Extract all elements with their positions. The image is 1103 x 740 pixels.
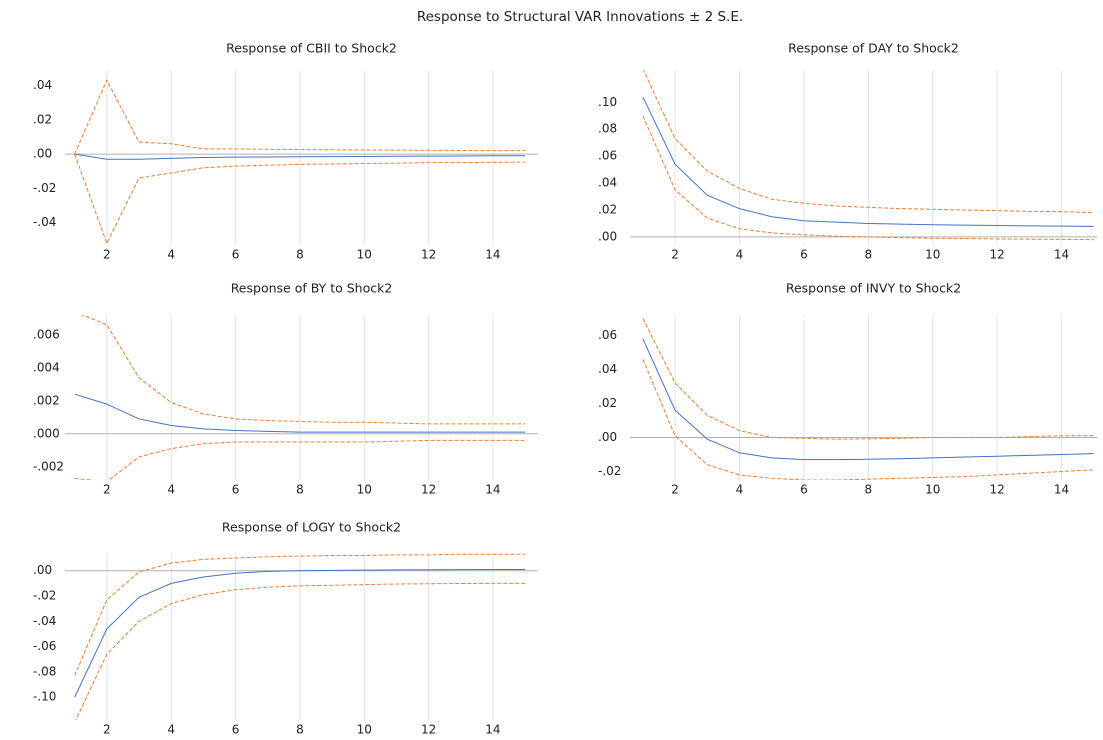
x-tick-label: 6 (800, 483, 808, 497)
x-tick-label: 12 (990, 248, 1005, 262)
band-line (642, 359, 1094, 480)
x-tick-label: 6 (232, 723, 240, 737)
response-line (74, 393, 526, 433)
y-tick-label: -.04 (33, 215, 56, 229)
y-tick-label: -.10 (33, 690, 56, 704)
x-tick-label: 4 (167, 248, 175, 262)
x-tick-label: 4 (736, 248, 744, 262)
band-line (642, 70, 1094, 214)
x-tick-label: 2 (103, 248, 111, 262)
panel-title: Response of CBII to Shock2 (226, 41, 397, 56)
x-tick-label: 8 (296, 483, 304, 497)
y-tick-label: -.002 (33, 459, 64, 473)
x-tick-label: 12 (421, 248, 436, 262)
y-tick-label: .00 (598, 430, 617, 444)
panel-title: Response of INVY to Shock2 (786, 281, 961, 296)
x-tick-label: 8 (296, 723, 304, 737)
y-tick-label: .00 (33, 147, 52, 161)
x-tick-label: 14 (485, 723, 500, 737)
y-tick-label: .02 (33, 112, 52, 126)
y-tick-label: .02 (598, 203, 617, 217)
y-tick-label: .04 (598, 362, 617, 376)
x-tick-label: 14 (1054, 483, 1069, 497)
x-tick-label: 10 (357, 483, 372, 497)
band-line (81, 315, 526, 425)
band-line (642, 318, 1094, 440)
x-tick-label: 4 (167, 483, 175, 497)
x-tick-label: 4 (167, 723, 175, 737)
y-tick-label: .002 (33, 393, 60, 407)
panel-title: Response of BY to Shock2 (231, 281, 393, 296)
response-line (642, 338, 1094, 461)
panel-title: Response of LOGY to Shock2 (222, 520, 401, 535)
panel-title: Response of DAY to Shock2 (788, 41, 959, 56)
x-tick-label: 10 (925, 483, 940, 497)
y-tick-label: -.06 (33, 639, 56, 653)
x-tick-label: 10 (925, 248, 940, 262)
x-tick-label: 14 (1054, 248, 1069, 262)
figure-title: Response to Structural VAR Innovations ±… (417, 9, 743, 25)
y-tick-label: .004 (33, 360, 60, 374)
x-tick-label: 6 (800, 248, 808, 262)
y-tick-label: .006 (33, 327, 60, 341)
y-tick-label: .08 (598, 122, 617, 136)
x-tick-label: 6 (232, 483, 240, 497)
response-line (642, 96, 1094, 227)
band-line (642, 115, 1094, 241)
y-tick-label: .00 (598, 229, 617, 243)
x-tick-label: 12 (421, 723, 436, 737)
response-line (74, 153, 526, 160)
y-tick-label: .00 (33, 563, 52, 577)
x-tick-label: 4 (736, 483, 744, 497)
y-tick-label: .04 (33, 78, 52, 92)
x-tick-label: 2 (671, 483, 679, 497)
y-tick-label: -.02 (598, 464, 621, 478)
y-tick-label: .10 (598, 95, 617, 109)
y-tick-label: -.02 (33, 589, 56, 603)
x-tick-label: 8 (865, 248, 873, 262)
x-tick-label: 14 (485, 248, 500, 262)
y-tick-label: .04 (598, 176, 617, 190)
y-tick-label: .02 (598, 396, 617, 410)
x-tick-label: 10 (357, 248, 372, 262)
x-tick-label: 14 (485, 483, 500, 497)
x-tick-label: 8 (865, 483, 873, 497)
x-tick-label: 2 (103, 723, 111, 737)
band-line (75, 582, 526, 720)
y-tick-label: -.04 (33, 614, 56, 628)
y-tick-label: .06 (598, 149, 617, 163)
x-tick-label: 12 (990, 483, 1005, 497)
y-tick-label: .000 (33, 426, 60, 440)
band-line (74, 439, 526, 480)
y-tick-label: -.02 (33, 181, 56, 195)
x-tick-label: 8 (296, 248, 304, 262)
x-tick-label: 2 (103, 483, 111, 497)
y-tick-label: .06 (598, 328, 617, 342)
y-tick-label: -.08 (33, 664, 56, 678)
x-tick-label: 6 (232, 248, 240, 262)
response-line (74, 568, 526, 698)
x-tick-label: 10 (357, 723, 372, 737)
x-tick-label: 2 (671, 248, 679, 262)
x-tick-label: 12 (421, 483, 436, 497)
